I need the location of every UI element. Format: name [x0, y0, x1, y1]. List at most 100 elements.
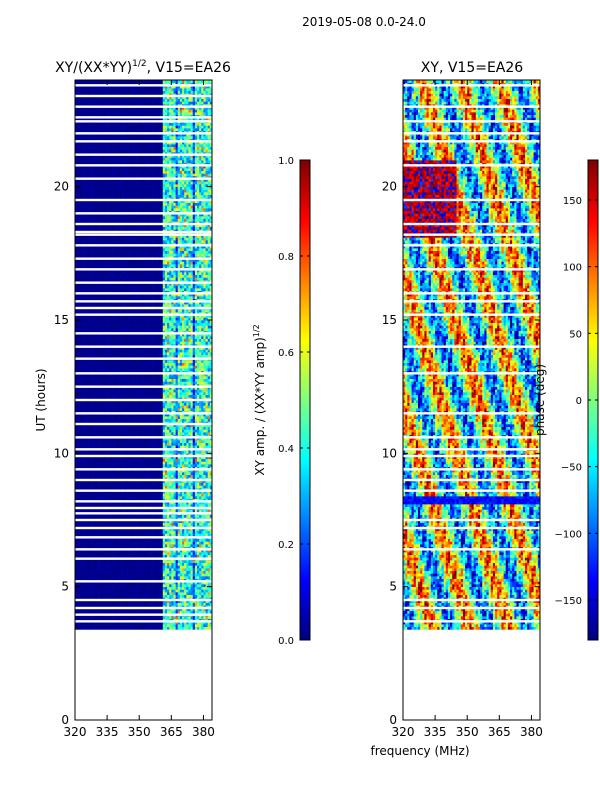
- heatmap-cell: [81, 549, 84, 553]
- heatmap-cell: [171, 520, 174, 524]
- heatmap-cell: [179, 549, 183, 553]
- heatmap-cell: [119, 429, 123, 433]
- heatmap-cell: [137, 530, 140, 534]
- heatmap-cell: [154, 624, 157, 628]
- heatmap-cell: [186, 624, 189, 628]
- heatmap-cell: [152, 538, 155, 542]
- heatmap-cell: [145, 616, 149, 620]
- heatmap-cell: [177, 520, 181, 524]
- heatmap-cell: [77, 554, 80, 558]
- heatmap-cell: [203, 565, 206, 569]
- heatmap-cell: [147, 541, 151, 545]
- heatmap-cell: [205, 600, 209, 604]
- heatmap-cell: [194, 576, 198, 580]
- heatmap-cell: [117, 533, 121, 537]
- heatmap-cell: [109, 616, 112, 620]
- heatmap-cell: [149, 504, 153, 508]
- heatmap-cell: [124, 514, 127, 518]
- heatmap-cell: [190, 581, 194, 585]
- heatmap-cell: [197, 608, 200, 612]
- heatmap-cell: [199, 501, 202, 505]
- heatmap-cell: [96, 440, 99, 444]
- heatmap-cell: [171, 610, 174, 614]
- heatmap-cell: [184, 610, 187, 614]
- heatmap-cell: [137, 544, 140, 548]
- heatmap-cell: [139, 482, 142, 486]
- heatmap-cell: [100, 501, 104, 505]
- heatmap-cell: [126, 437, 129, 441]
- heatmap-cell: [87, 520, 91, 524]
- heatmap-cell: [128, 464, 132, 468]
- heatmap-cell: [96, 562, 99, 566]
- heatmap-cell: [173, 533, 176, 537]
- heatmap-cell: [158, 461, 161, 465]
- heatmap-cell: [147, 520, 151, 524]
- heatmap-cell: [87, 432, 91, 436]
- heatmap-cell: [179, 520, 183, 524]
- heatmap-cell: [77, 501, 80, 505]
- heatmap-cell: [132, 552, 136, 556]
- heatmap-cell: [201, 485, 204, 489]
- heatmap-cell: [184, 472, 187, 476]
- heatmap-cell: [152, 440, 155, 444]
- heatmap-cell: [132, 565, 136, 569]
- heatmap-cell: [162, 576, 166, 580]
- heatmap-cell: [96, 437, 99, 441]
- heatmap-cell: [128, 549, 132, 553]
- heatmap-cell: [177, 581, 181, 585]
- heatmap-cell: [207, 424, 211, 428]
- heatmap-cell: [132, 432, 136, 436]
- heatmap-cell: [205, 442, 209, 446]
- heatmap-cell: [130, 501, 134, 505]
- heatmap-cell: [188, 528, 191, 532]
- heatmap-cell: [111, 520, 114, 524]
- heatmap-cell: [107, 426, 110, 430]
- heatmap-cell: [192, 437, 196, 441]
- heatmap-cell: [81, 520, 84, 524]
- heatmap-cell: [117, 538, 121, 542]
- heatmap-cell: [109, 490, 112, 494]
- heatmap-cell: [179, 538, 183, 542]
- heatmap-cell: [177, 626, 181, 630]
- heatmap-cell: [92, 440, 95, 444]
- heatmap-cell: [164, 533, 168, 537]
- heatmap-cell: [154, 469, 157, 473]
- heatmap-cell: [199, 520, 202, 524]
- heatmap-cell: [190, 522, 194, 526]
- heatmap-cell: [98, 450, 102, 454]
- heatmap-cell: [98, 560, 102, 564]
- heatmap-cell: [124, 568, 127, 572]
- heatmap-cell: [167, 520, 170, 524]
- heatmap-cell: [167, 528, 170, 532]
- heatmap-cell: [87, 485, 91, 489]
- heatmap-cell: [111, 509, 114, 513]
- heatmap-cell: [139, 461, 142, 465]
- heatmap-cell: [137, 520, 140, 524]
- heatmap-cell: [119, 589, 123, 593]
- heatmap-cell: [111, 621, 114, 625]
- heatmap-cell: [154, 504, 157, 508]
- heatmap-cell: [130, 450, 134, 454]
- heatmap-cell: [94, 602, 97, 606]
- heatmap-cell: [85, 544, 89, 548]
- heatmap-cell: [77, 541, 80, 545]
- heatmap-cell: [194, 584, 198, 588]
- heatmap-cell: [139, 474, 142, 478]
- heatmap-cell: [77, 562, 80, 566]
- heatmap-cell: [141, 624, 144, 628]
- heatmap-cell: [104, 493, 108, 497]
- heatmap-cell: [102, 514, 106, 518]
- heatmap-cell: [179, 501, 183, 505]
- heatmap-cell: [77, 469, 80, 473]
- heatmap-cell: [117, 496, 121, 500]
- heatmap-cell: [209, 592, 213, 596]
- heatmap-cell: [192, 549, 196, 553]
- heatmap-cell: [194, 474, 198, 478]
- heatmap-cell: [145, 530, 149, 534]
- heatmap-cell: [156, 552, 159, 556]
- heatmap-cell: [124, 456, 127, 460]
- heatmap-cell: [87, 474, 91, 478]
- heatmap-cell: [94, 482, 97, 486]
- heatmap-cell: [75, 576, 78, 580]
- heatmap-cell: [156, 514, 159, 518]
